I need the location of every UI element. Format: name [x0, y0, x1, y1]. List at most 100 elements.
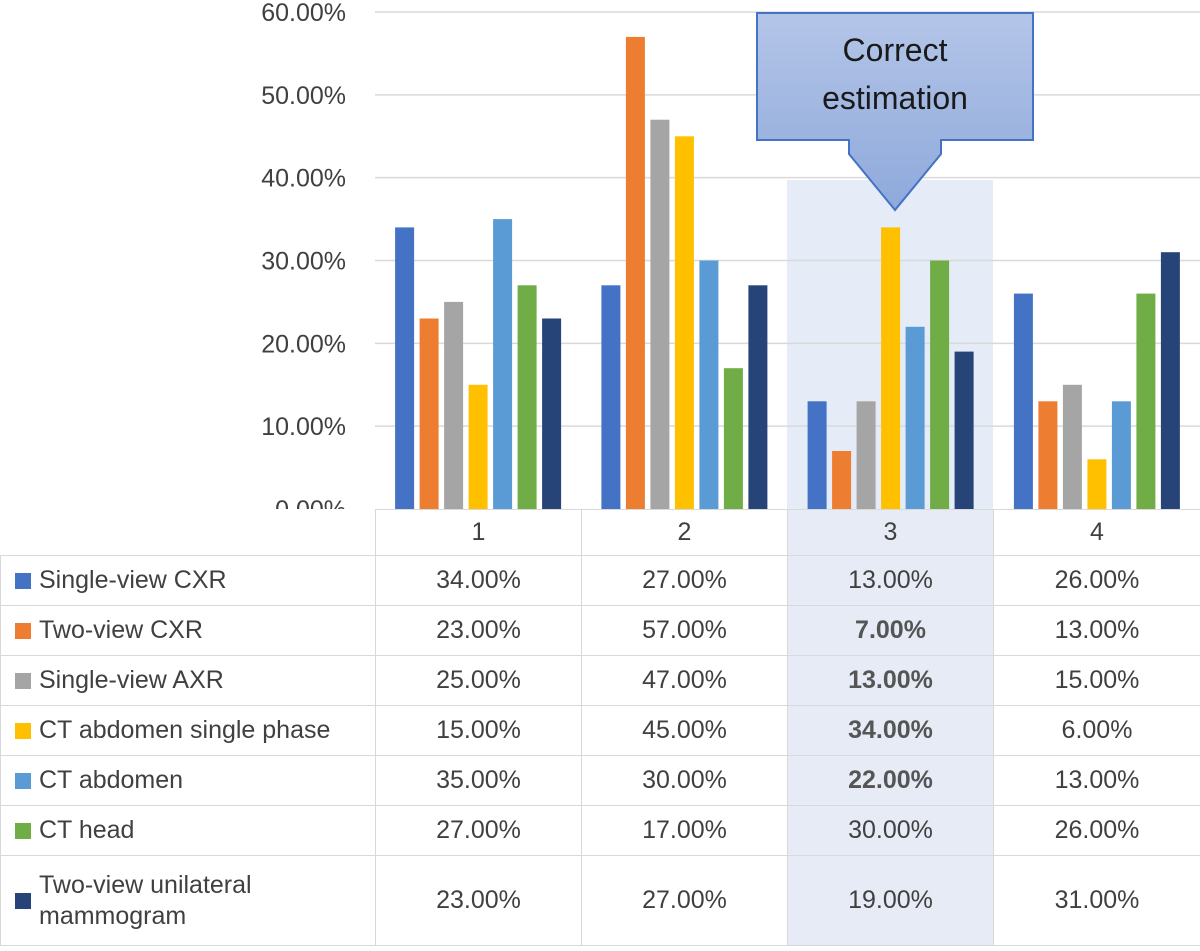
legend-entry: CT head: [0, 805, 376, 856]
legend-key: [15, 892, 31, 909]
callout-text-line1: Correct: [843, 32, 948, 68]
legend-key: [15, 622, 31, 639]
bar: [807, 401, 827, 509]
bar: [723, 368, 743, 509]
bar: [601, 285, 621, 509]
series-name: Two-view unilateral mammogram: [39, 870, 252, 930]
bar: [699, 260, 719, 509]
bar: [881, 227, 901, 509]
bar: [517, 285, 537, 509]
data-label: 45.00%: [581, 705, 788, 756]
data-label: 34.00%: [787, 705, 994, 756]
bar: [493, 219, 513, 509]
bar: [650, 119, 670, 509]
series-name: CT head: [39, 816, 135, 844]
bar: [856, 401, 876, 509]
bar: [468, 384, 488, 509]
bar: [1111, 401, 1131, 509]
legend-entry: Single-view CXR: [0, 555, 376, 606]
data-label: 25.00%: [375, 655, 582, 706]
bar: [1160, 252, 1180, 509]
y-tick-label: 60.00%: [261, 0, 346, 27]
data-label: 27.00%: [581, 555, 788, 606]
y-tick-label: 40.00%: [261, 165, 346, 193]
bar: [832, 451, 852, 509]
data-label: 47.00%: [581, 655, 788, 706]
data-label: 57.00%: [581, 605, 788, 656]
legend-entry: Single-view AXR: [0, 655, 376, 706]
data-label: 19.00%: [787, 855, 994, 946]
data-label: 15.00%: [375, 705, 582, 756]
data-label: 27.00%: [581, 855, 788, 946]
bar: [444, 301, 464, 509]
callout-text-line2: estimation: [822, 80, 968, 116]
x-tick-label: 4: [993, 509, 1200, 556]
data-label: 34.00%: [375, 555, 582, 606]
table-row: Two-view CXR 23.00% 57.00% 7.00% 13.00%: [0, 605, 1200, 656]
legend-key: [15, 672, 31, 689]
data-label: 30.00%: [787, 805, 994, 856]
data-label: 15.00%: [993, 655, 1200, 706]
series-name: CT abdomen single phase: [39, 716, 331, 744]
bar: [930, 260, 950, 509]
data-label: 23.00%: [375, 855, 582, 946]
bar: [625, 36, 645, 509]
bar: [954, 351, 974, 509]
y-tick-label: 0.00%: [275, 496, 346, 509]
bar: [395, 227, 415, 509]
legend-key: [15, 772, 31, 789]
y-tick-label: 10.00%: [261, 413, 346, 441]
table-row: CT abdomen single phase 15.00% 45.00% 34.00…: [0, 705, 1200, 756]
data-label: 31.00%: [993, 855, 1200, 946]
table-row: Single-view AXR 25.00% 47.00% 13.00% 15.00%: [0, 655, 1200, 706]
callout-arrow-shape: [756, 12, 1034, 212]
series-name: Two-view CXR: [39, 616, 203, 644]
table-row: Two-view unilateral mammogram 23.00% 27.00…: [0, 855, 1200, 946]
table-row: Single-view CXR 34.00% 27.00% 13.00% 26.00%: [0, 555, 1200, 606]
y-tick-label: 50.00%: [261, 82, 346, 110]
bar: [1062, 384, 1082, 509]
bar: [1087, 459, 1107, 509]
data-label: 13.00%: [787, 655, 994, 706]
bar-chart: 0.00% 10.00% 20.00% 30.00% 40.00% 50.00% 60.00…: [261, 0, 1200, 509]
legend-key: [15, 572, 31, 589]
data-label: 22.00%: [787, 755, 994, 806]
x-tick-label: 3: [787, 509, 994, 556]
bar: [542, 318, 562, 509]
data-label: 27.00%: [375, 805, 582, 856]
series-name: Single-view CXR: [39, 566, 227, 594]
legend-key: [15, 722, 31, 739]
legend-entry: Two-view unilateral mammogram: [0, 855, 376, 946]
bar: [419, 318, 439, 509]
legend-entry: Two-view CXR: [0, 605, 376, 656]
table-row: CT abdomen 35.00% 30.00% 22.00% 13.00%: [0, 755, 1200, 806]
data-label: 35.00%: [375, 755, 582, 806]
legend-key: [15, 822, 31, 839]
correct-estimation-callout: Correct estimation: [756, 12, 1034, 212]
data-label: 26.00%: [993, 805, 1200, 856]
bar: [674, 136, 694, 509]
x-tick-label: 2: [581, 509, 788, 556]
data-label: 26.00%: [993, 555, 1200, 606]
y-tick-label: 20.00%: [261, 330, 346, 358]
bar: [1038, 401, 1058, 509]
bar: [748, 285, 768, 509]
data-label: 13.00%: [787, 555, 994, 606]
data-label: 30.00%: [581, 755, 788, 806]
legend-entry: CT abdomen: [0, 755, 376, 806]
data-label: 23.00%: [375, 605, 582, 656]
legend-entry: CT abdomen single phase: [0, 705, 376, 756]
bar: [1013, 293, 1033, 509]
data-label: 13.00%: [993, 755, 1200, 806]
bar: [1136, 293, 1156, 509]
data-table: 1 2 3 4 Single-view CXR 34.00% 27.00% 13.00% 26.…: [0, 509, 1200, 946]
bar: [905, 326, 925, 509]
data-label: 13.00%: [993, 605, 1200, 656]
bars: [395, 36, 1180, 509]
series-name: CT abdomen: [39, 766, 184, 794]
y-axis-ticks: 0.00% 10.00% 20.00% 30.00% 40.00% 50.00% 60.00…: [261, 0, 346, 509]
data-label: 6.00%: [993, 705, 1200, 756]
series-name: Single-view AXR: [39, 666, 224, 694]
table-corner: [0, 509, 376, 556]
y-tick-label: 30.00%: [261, 248, 346, 276]
